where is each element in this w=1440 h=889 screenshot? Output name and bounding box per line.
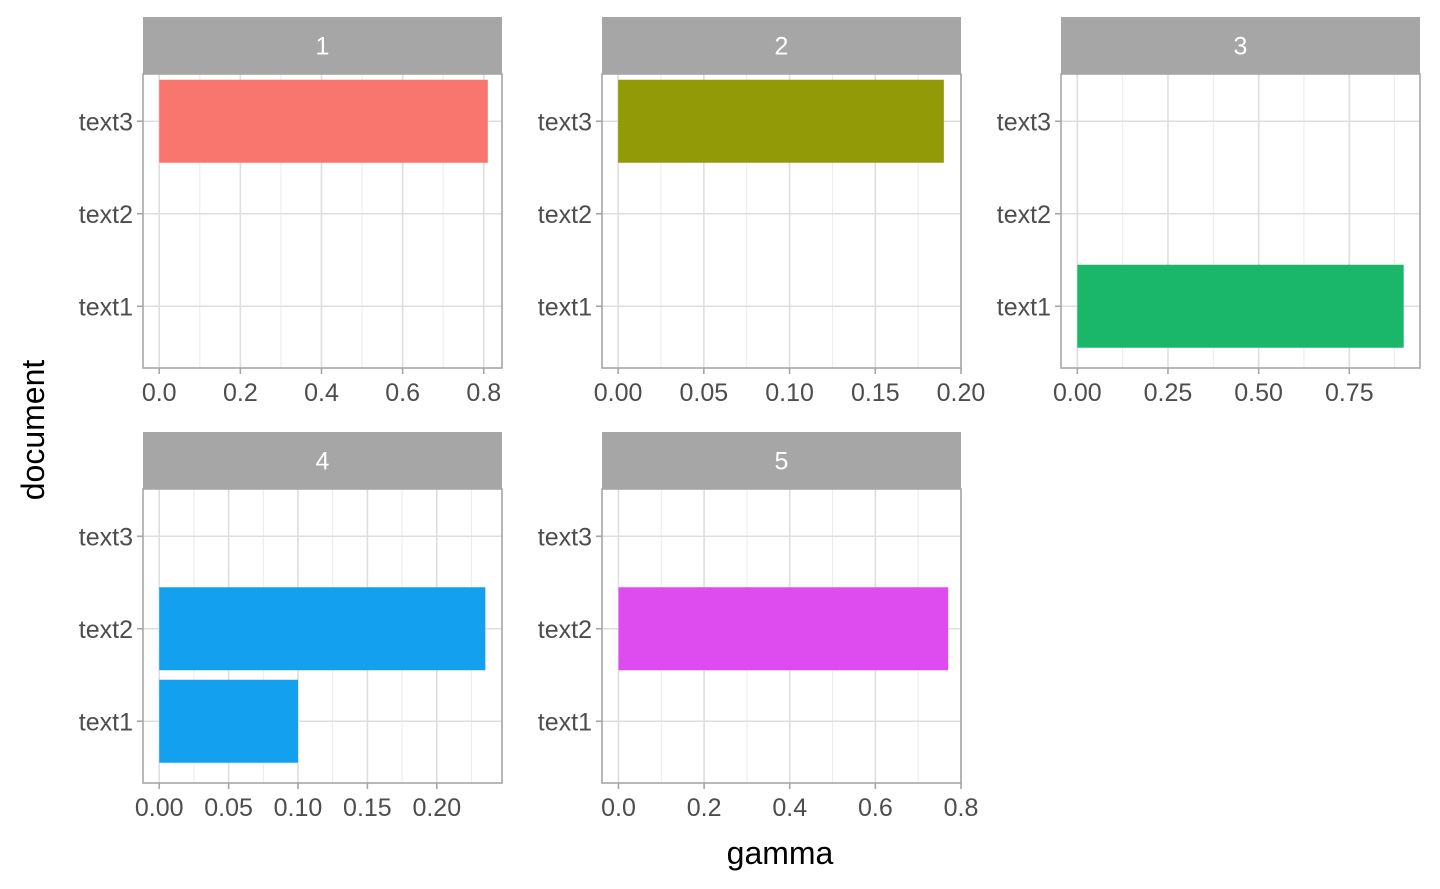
x-tick-label: 0.00	[135, 794, 184, 822]
panel-border	[1060, 73, 1421, 369]
y-tick-label: text1	[538, 708, 592, 736]
x-tick-label: 0.05	[680, 379, 729, 407]
y-tick-label: text3	[997, 108, 1051, 136]
bar-text2	[618, 587, 949, 671]
x-tick-label: 0.20	[412, 794, 461, 822]
y-tick-label: text2	[538, 616, 592, 644]
bar-text1	[159, 679, 299, 763]
y-tick-label: text1	[79, 708, 133, 736]
x-tick-label: 0.15	[343, 794, 392, 822]
facet-strip-label: 1	[316, 33, 330, 61]
x-tick-label: 0.8	[466, 379, 501, 407]
panels: 1 text1 text2 text3 0.0 0.2 0.4 0.6 0.8 2 text1 tex…	[79, 17, 1421, 822]
x-tick-label: 0.6	[858, 794, 893, 822]
panel-border	[142, 73, 503, 369]
x-tick-label: 0.4	[304, 379, 339, 407]
x-tick-label: 0.05	[204, 794, 253, 822]
y-tick-label: text1	[997, 293, 1051, 321]
y-tick-label: text2	[79, 201, 133, 229]
facet-strip	[602, 432, 961, 489]
x-tick-label: 0.15	[851, 379, 900, 407]
facet-strip	[602, 17, 961, 74]
facet-strip-label: 4	[316, 448, 330, 476]
x-tick-label: 0.10	[274, 794, 323, 822]
x-tick-label: 0.00	[1053, 379, 1102, 407]
x-tick-label: 0.00	[594, 379, 643, 407]
x-tick-label: 0.2	[687, 794, 722, 822]
x-axis-title: gamma	[727, 835, 834, 871]
x-tick-label: 0.6	[385, 379, 420, 407]
y-tick-label: text3	[538, 523, 592, 551]
x-tick-label: 0.8	[944, 794, 979, 822]
x-tick-label: 0.0	[142, 379, 177, 407]
x-tick-label: 0.2	[223, 379, 258, 407]
facet-panel-4: 4 text1 text2 text3 0.00 0.05 0.10 0.15 0.20	[79, 432, 503, 822]
y-tick-label: text3	[538, 108, 592, 136]
x-tick-label: 0.0	[601, 794, 636, 822]
x-tick-label: 0.50	[1234, 379, 1283, 407]
facet-panel-3: 3 text1 text2 text3 0.00 0.25 0.50 0.75	[997, 17, 1421, 407]
facet-strip-label: 5	[775, 448, 789, 476]
panel-border	[142, 488, 503, 784]
y-tick-label: text2	[997, 201, 1051, 229]
facet-strip-label: 3	[1234, 33, 1248, 61]
y-tick-label: text3	[79, 523, 133, 551]
facet-panel-2: 2 text1 text2 text3 0.00 0.05 0.10 0.15 0.20	[538, 17, 986, 407]
x-tick-label: 0.10	[765, 379, 814, 407]
panel-border	[601, 488, 962, 784]
x-tick-label: 0.25	[1144, 379, 1193, 407]
y-axis-title: document	[15, 360, 51, 501]
facet-strip	[143, 432, 502, 489]
bar-text1	[1077, 264, 1404, 348]
bar-text3	[618, 79, 944, 163]
facet-strip	[1061, 17, 1420, 74]
facet-panel-1: 1 text1 text2 text3 0.0 0.2 0.4 0.6 0.8	[79, 17, 503, 407]
bar-text3	[159, 79, 488, 163]
facet-strip	[143, 17, 502, 74]
y-tick-label: text3	[79, 108, 133, 136]
facet-strip-label: 2	[775, 33, 789, 61]
y-tick-label: text2	[79, 616, 133, 644]
x-tick-label: 0.75	[1325, 379, 1374, 407]
x-tick-label: 0.4	[772, 794, 807, 822]
bar-text2	[159, 587, 486, 671]
x-tick-label: 0.20	[937, 379, 986, 407]
y-tick-label: text2	[538, 201, 592, 229]
panel-border	[601, 73, 962, 369]
y-tick-label: text1	[79, 293, 133, 321]
y-tick-label: text1	[538, 293, 592, 321]
facet-panel-5: 5 text1 text2 text3 0.0 0.2 0.4 0.6 0.8	[538, 432, 979, 822]
